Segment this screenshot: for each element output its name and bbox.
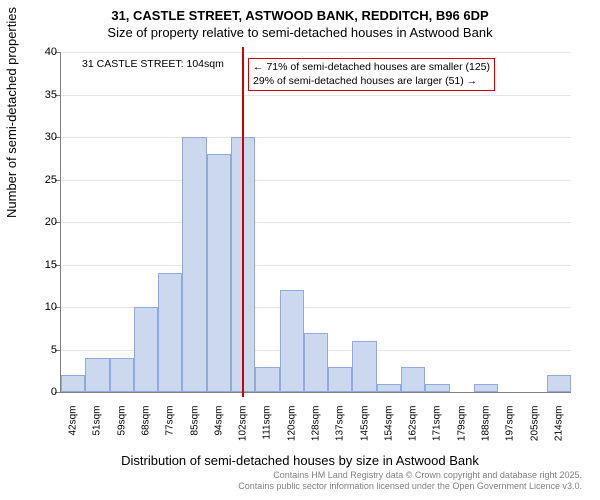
gridline [61,95,571,96]
x-tick-label: 102sqm [238,406,249,456]
x-tick-label: 205sqm [529,406,540,456]
gridline [61,265,571,266]
histogram-bar [474,384,498,393]
x-tick-label: 171sqm [432,406,443,456]
x-tick-label: 120sqm [286,406,297,456]
histogram-bar [547,375,571,392]
x-tick-label: 68sqm [141,406,152,456]
x-tick-label: 59sqm [116,406,127,456]
plot-area: 051015202530354042sqm51sqm59sqm68sqm77sq… [60,52,571,393]
histogram-bar [377,384,401,393]
histogram-bar [61,375,85,392]
x-tick-label: 42sqm [68,406,79,456]
x-tick-label: 137sqm [335,406,346,456]
y-tick-label: 20 [45,216,57,228]
x-tick-label: 197sqm [505,406,516,456]
y-tick-label: 5 [51,344,57,356]
y-axis-label: Number of semi-detached properties [4,7,19,218]
x-tick-label: 111sqm [262,406,273,456]
histogram-bar [425,384,449,393]
marker-line [242,47,244,397]
histogram-bar [280,290,304,392]
callout-line: 29% of semi-detached houses are larger (… [253,75,490,89]
x-tick-label: 94sqm [213,406,224,456]
y-tick-label: 30 [45,131,57,143]
marker-callout: ← 71% of semi-detached houses are smalle… [248,58,495,91]
y-tick-label: 0 [51,386,57,398]
gridline [61,52,571,53]
chart-footer: Contains HM Land Registry data © Crown c… [238,470,582,492]
gridline [61,222,571,223]
histogram-bar [255,367,279,393]
histogram-bar [110,358,134,392]
chart-container: 31, CASTLE STREET, ASTWOOD BANK, REDDITC… [8,8,592,492]
histogram-bar [328,367,352,393]
x-axis-label: Distribution of semi-detached houses by … [8,453,592,468]
y-tick-label: 15 [45,259,57,271]
x-tick-label: 77sqm [165,406,176,456]
chart-subtitle: Size of property relative to semi-detach… [8,25,592,40]
x-tick-label: 51sqm [92,406,103,456]
chart-title: 31, CASTLE STREET, ASTWOOD BANK, REDDITC… [8,8,592,23]
footer-line-2: Contains public sector information licen… [238,481,582,492]
x-tick-label: 179sqm [456,406,467,456]
histogram-bar [352,341,376,392]
x-tick-label: 154sqm [383,406,394,456]
y-tick-label: 40 [45,46,57,58]
gridline [61,180,571,181]
histogram-bar [134,307,158,392]
histogram-bar [401,367,425,393]
x-tick-label: 85sqm [189,406,200,456]
gridline [61,137,571,138]
x-tick-label: 128sqm [311,406,322,456]
histogram-bar [304,333,328,393]
histogram-bar [158,273,182,392]
callout-line: ← 71% of semi-detached houses are smalle… [253,61,490,75]
y-tick-label: 35 [45,89,57,101]
x-tick-label: 145sqm [359,406,370,456]
x-tick-label: 188sqm [481,406,492,456]
marker-title: 31 CASTLE STREET: 104sqm [82,58,224,70]
x-tick-label: 162sqm [408,406,419,456]
histogram-bar [207,154,231,392]
histogram-bar [182,137,206,392]
y-tick-label: 25 [45,174,57,186]
footer-line-1: Contains HM Land Registry data © Crown c… [238,470,582,481]
y-tick-label: 10 [45,301,57,313]
x-tick-label: 214sqm [553,406,564,456]
histogram-bar [85,358,109,392]
